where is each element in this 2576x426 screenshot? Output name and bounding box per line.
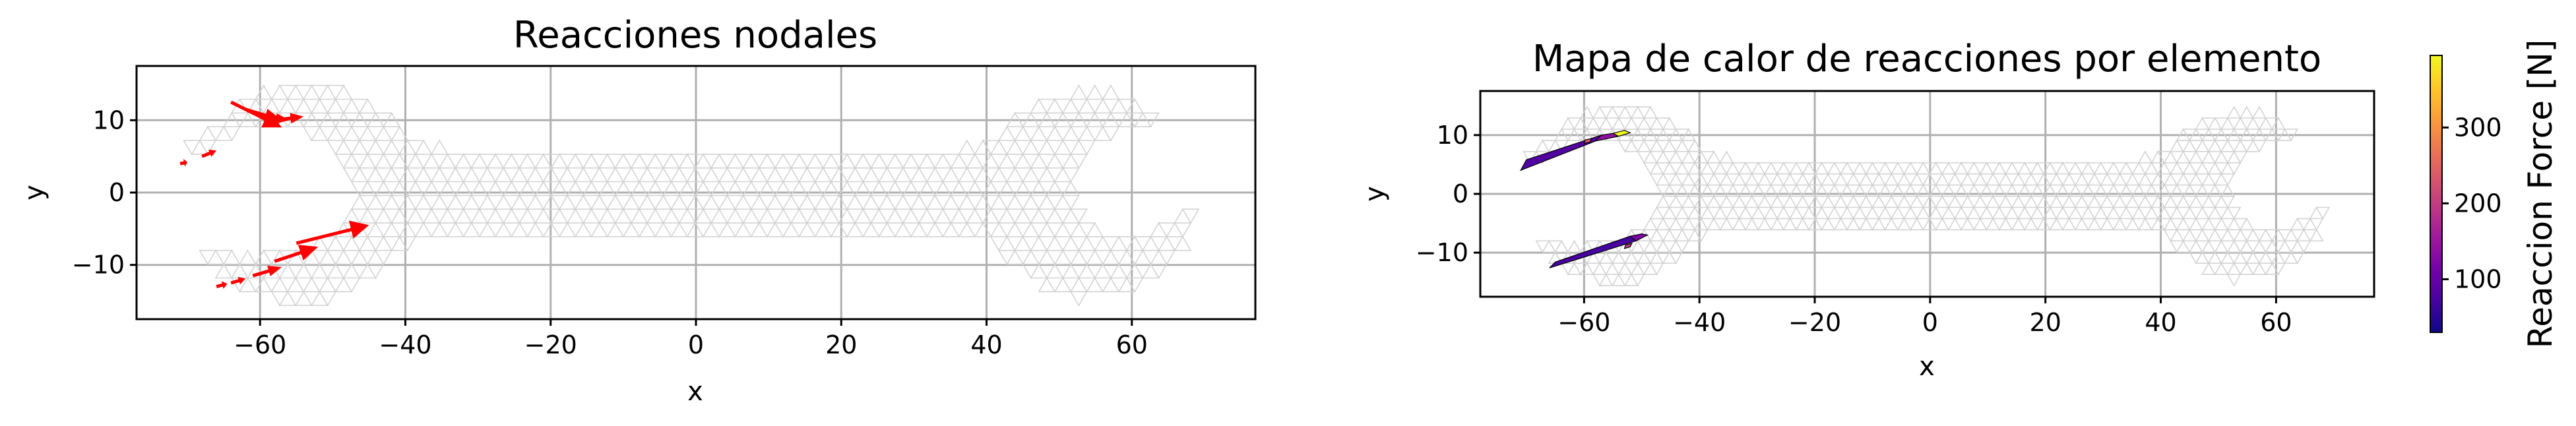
- colorbar-tick-label: 300: [2454, 113, 2502, 142]
- x-tick-label: 40: [2145, 308, 2176, 337]
- chart1-ylabel: y: [19, 185, 49, 200]
- y-tick-label: −10: [1416, 238, 1468, 267]
- colorbar-gradient: [2430, 55, 2442, 332]
- x-tick-label: −20: [1788, 308, 1841, 337]
- y-tick-label: 10: [1437, 121, 1468, 150]
- x-tick-label: −20: [524, 330, 577, 359]
- x-tick-label: 60: [1116, 330, 1148, 359]
- chart1-xlabel: x: [687, 377, 703, 407]
- colorbar-label: Reaccion Force [N]: [2521, 40, 2560, 349]
- x-tick-label: 0: [688, 330, 704, 359]
- x-tick-label: −60: [1557, 308, 1610, 337]
- x-tick-label: 20: [2030, 308, 2061, 337]
- x-tick-label: −40: [1673, 308, 1726, 337]
- colorbar-tick-label: 100: [2454, 264, 2502, 293]
- y-tick-label: −10: [72, 251, 125, 280]
- chart2-xlabel: x: [1919, 351, 1935, 382]
- x-tick-label: 60: [2260, 308, 2292, 337]
- x-tick-label: 0: [1922, 308, 1938, 337]
- colorbar-tick-label: 200: [2454, 189, 2502, 218]
- x-tick-label: 40: [970, 330, 1002, 359]
- x-tick-label: −40: [379, 330, 431, 359]
- y-tick-label: 0: [109, 178, 125, 207]
- x-tick-label: −60: [234, 330, 286, 359]
- x-tick-label: 20: [825, 330, 857, 359]
- y-tick-label: 10: [93, 106, 125, 135]
- y-tick-label: 0: [1453, 179, 1468, 208]
- chart2-ylabel: y: [1360, 186, 1390, 202]
- chart1-title: Reacciones nodales: [513, 14, 877, 57]
- chart2-title: Mapa de calor de reacciones por elemento: [1532, 38, 2321, 80]
